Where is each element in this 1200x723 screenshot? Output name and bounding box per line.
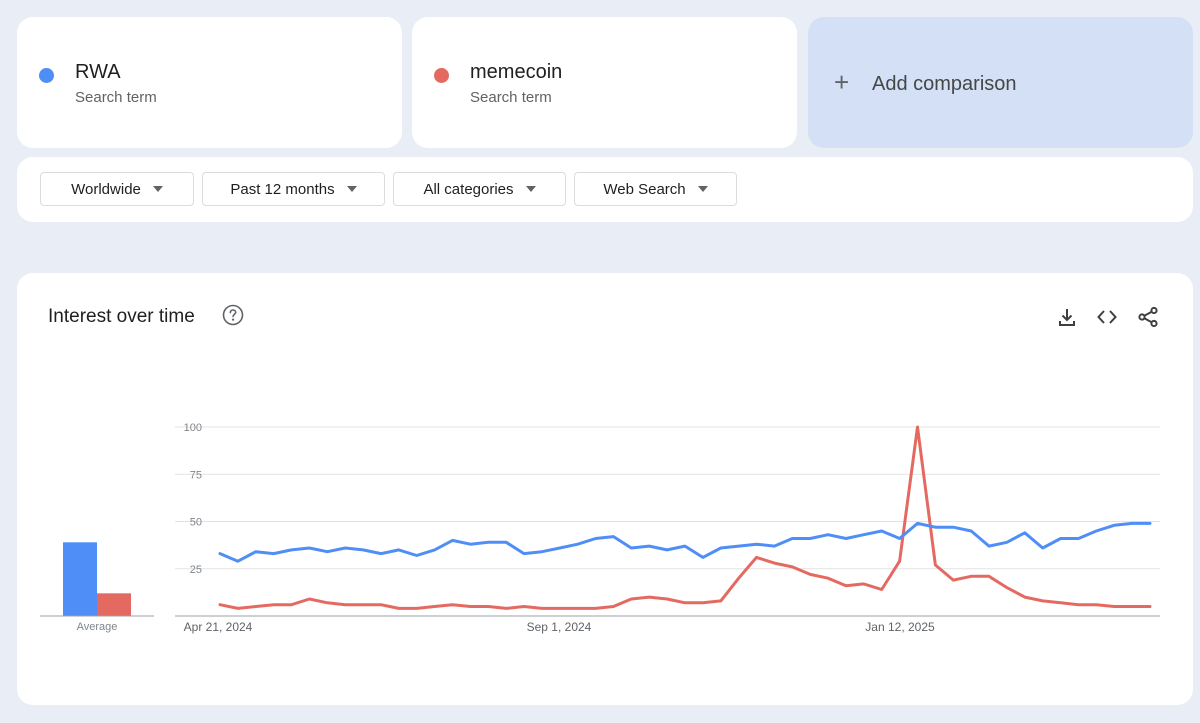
embed-code-icon[interactable]	[1096, 306, 1118, 328]
series-color-dot	[39, 68, 54, 83]
filter-bar: Worldwide Past 12 months All categories …	[17, 157, 1193, 222]
search-term-name: memecoin	[470, 61, 563, 83]
interest-over-time-card: Interest over time	[17, 273, 1193, 705]
caret-down-icon	[525, 186, 536, 192]
time-range-dropdown[interactable]: Past 12 months	[202, 172, 385, 206]
region-dropdown[interactable]: Worldwide	[40, 172, 194, 206]
search-term-card-rwa[interactable]: RWA Search term	[17, 17, 402, 148]
add-comparison-button[interactable]: + Add comparison	[808, 17, 1193, 148]
chart-title: Interest over time	[48, 306, 195, 327]
search-type-dropdown[interactable]: Web Search	[574, 172, 737, 206]
search-term-name: RWA	[75, 61, 121, 83]
help-circle-icon[interactable]	[222, 304, 244, 326]
category-dropdown-label: All categories	[423, 180, 514, 198]
search-term-subtitle: Search term	[75, 89, 157, 106]
search-term-subtitle: Search term	[470, 89, 552, 106]
region-dropdown-label: Worldwide	[71, 180, 141, 198]
caret-down-icon	[152, 186, 163, 192]
search-type-dropdown-label: Web Search	[603, 180, 686, 198]
category-dropdown[interactable]: All categories	[393, 172, 566, 206]
search-term-card-memecoin[interactable]: memecoin Search term	[412, 17, 797, 148]
plus-icon: +	[834, 67, 850, 97]
share-icon[interactable]	[1137, 306, 1159, 328]
series-color-dot	[434, 68, 449, 83]
time-range-dropdown-label: Past 12 months	[230, 180, 335, 198]
add-comparison-label: Add comparison	[872, 73, 1017, 95]
caret-down-icon	[697, 186, 708, 192]
caret-down-icon	[346, 186, 357, 192]
download-icon[interactable]	[1056, 306, 1078, 328]
